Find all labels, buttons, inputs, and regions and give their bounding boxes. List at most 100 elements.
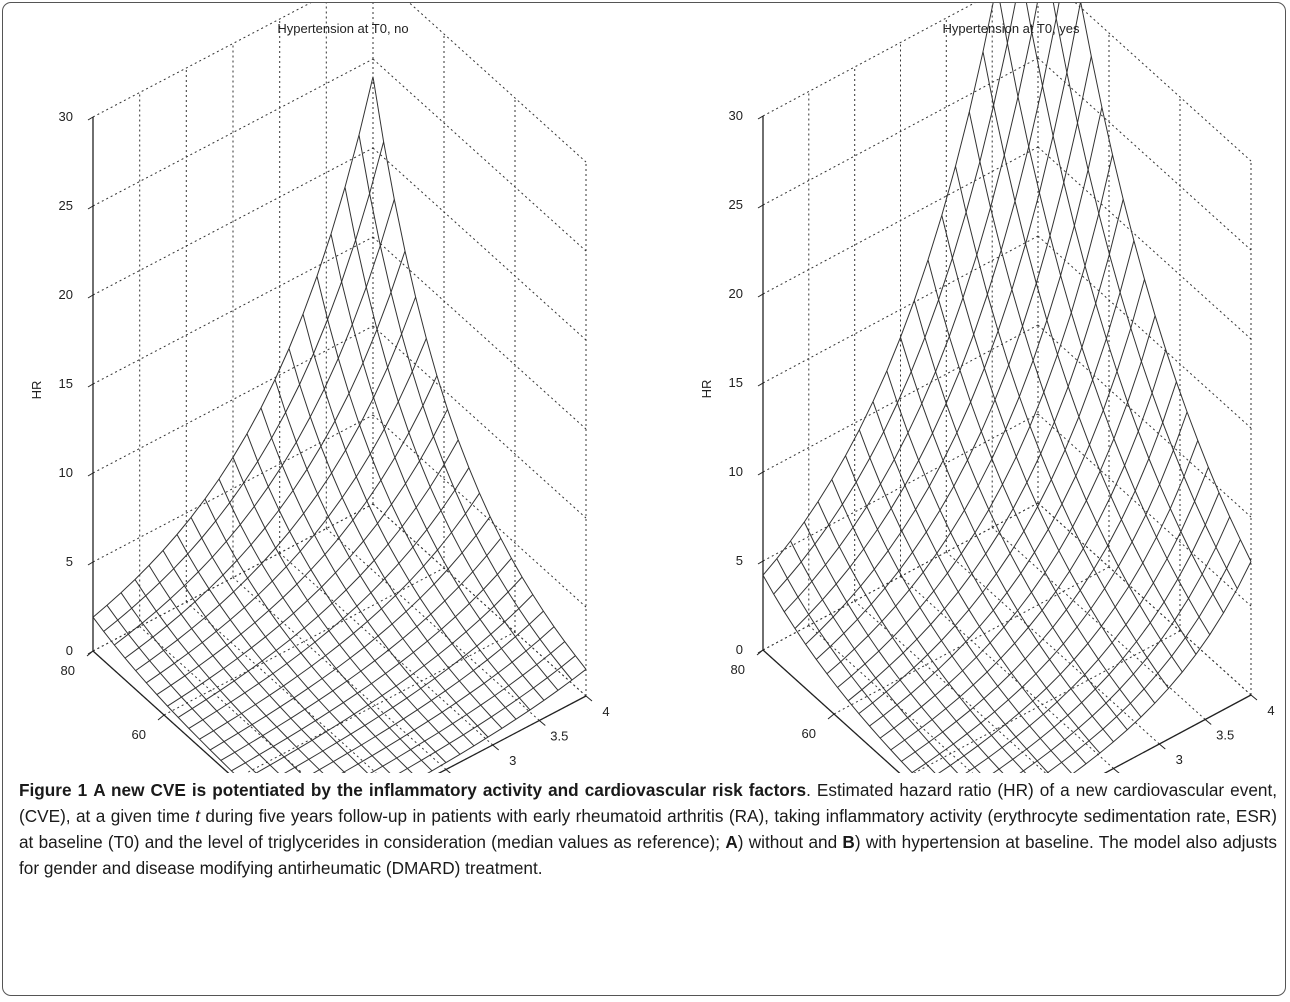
surface-line	[260, 407, 475, 747]
trig-tick-label: 3.5	[550, 729, 568, 744]
chart-title: Hypertension at T0, yes	[942, 21, 1080, 36]
z-tick	[757, 204, 764, 209]
surface-line	[146, 338, 427, 684]
grid-lines	[762, 3, 1252, 773]
caption-text-2: during five years follow-up in patients …	[19, 806, 1277, 852]
esr-tick	[86, 650, 94, 657]
gridline-floor	[913, 630, 1181, 773]
gridline-back-left	[762, 324, 1039, 473]
surface-line	[886, 370, 1101, 754]
z-tick-label: 5	[736, 553, 743, 568]
trig-tick	[1113, 768, 1120, 773]
surface-line	[341, 626, 555, 773]
gridline-floor	[762, 649, 901, 773]
surface-line	[913, 300, 1128, 731]
surface-line	[372, 76, 587, 670]
surface-line	[955, 166, 1169, 689]
gridline-floor	[945, 551, 1160, 745]
gridline-floor	[833, 566, 1110, 715]
esr-tick	[157, 714, 165, 721]
surface-line	[1052, 3, 1238, 589]
gridline-back-right	[1037, 235, 1252, 429]
z-tick-label: 25	[59, 198, 73, 213]
esr-tick	[827, 713, 835, 720]
gridline-back-right	[372, 58, 587, 252]
z-tick	[757, 382, 764, 387]
z-tick-label: 0	[736, 642, 743, 657]
z-tick	[757, 115, 764, 120]
surface-line	[246, 433, 461, 755]
gridline-floor	[762, 502, 1039, 651]
caption-text-3: ) without and	[737, 832, 843, 852]
z-axis-label: HR	[29, 381, 44, 400]
z-tick-label: 20	[729, 286, 743, 301]
esr-tick-label: 80	[731, 662, 745, 677]
surface-line	[1019, 516, 1231, 773]
trig-tick	[585, 695, 593, 702]
surface-line	[177, 439, 459, 718]
surface-line	[968, 111, 1183, 673]
trig-tick-label: 4	[602, 704, 609, 719]
z-tick-label: 25	[729, 197, 743, 212]
caption-label: Figure 1	[19, 780, 88, 800]
z-tick-label: 5	[66, 554, 73, 569]
panel-b: Hypertension at T0, yes051015202530HR204…	[699, 3, 1275, 773]
esr-axis-line	[92, 650, 230, 773]
z-tick-label: 30	[729, 108, 743, 123]
esr-tick-label: 80	[61, 663, 75, 678]
z-tick-label: 15	[729, 375, 743, 390]
gridline-back-right	[372, 147, 587, 341]
surface-line	[815, 56, 1092, 660]
surface-line	[826, 107, 1103, 675]
surface-line	[302, 313, 517, 720]
gridline-back-left	[762, 413, 1039, 562]
surface-line	[113, 199, 395, 646]
caption-text-1: . Estimated hazard ratio (HR) of a new c…	[19, 780, 1278, 826]
esr-tick	[756, 649, 764, 656]
z-tick	[87, 116, 94, 121]
z-tick	[757, 471, 764, 476]
surface-line	[927, 259, 1142, 718]
caption-title: A new CVE is potentiated by the inflamma…	[93, 780, 807, 800]
figure-caption: Figure 1 A new CVE is potentiated by the…	[19, 777, 1277, 881]
gridline-back-right	[372, 414, 587, 608]
gridline-floor	[854, 600, 1047, 773]
gridline-back-right	[1037, 413, 1252, 607]
esr-tick-label: 60	[132, 727, 146, 742]
caption-label-a: A	[725, 832, 738, 852]
surface-line	[869, 279, 1145, 727]
trig-tick	[1158, 743, 1166, 750]
surface-line	[124, 250, 406, 659]
gridline-floor	[245, 631, 516, 773]
surface-line	[858, 429, 1072, 773]
surface-line	[103, 141, 385, 632]
surface-line	[837, 154, 1113, 688]
z-tick-label: 10	[59, 465, 73, 480]
trig-tick-label: 3	[1176, 752, 1183, 767]
grid-lines	[92, 3, 587, 773]
surface-line	[312, 610, 544, 773]
esr-tick-label: 60	[802, 726, 816, 741]
surface-line	[156, 375, 438, 696]
gridline-back-left	[762, 3, 976, 117]
surface-line	[1025, 3, 1224, 614]
z-tick	[87, 205, 94, 210]
surface-line	[274, 379, 489, 738]
surface-line	[92, 616, 235, 773]
z-tick-label: 10	[729, 464, 743, 479]
gridline-floor	[92, 650, 230, 773]
caption-italic-t: t	[195, 806, 200, 826]
surface-line	[805, 3, 1081, 645]
trig-tick	[1204, 719, 1212, 725]
esr-axis-line	[762, 649, 901, 773]
trig-tick	[445, 769, 451, 773]
trig-tick	[1250, 694, 1258, 701]
surface-line	[773, 3, 1016, 595]
z-tick	[87, 383, 94, 388]
z-axis-label: HR	[699, 380, 714, 399]
surface-line	[817, 501, 1004, 773]
surface-line	[847, 199, 1124, 702]
surface-line	[762, 574, 914, 773]
surface-line	[900, 337, 1114, 743]
panel-a: Hypertension at T0, no051015202530HR2040…	[29, 3, 610, 773]
